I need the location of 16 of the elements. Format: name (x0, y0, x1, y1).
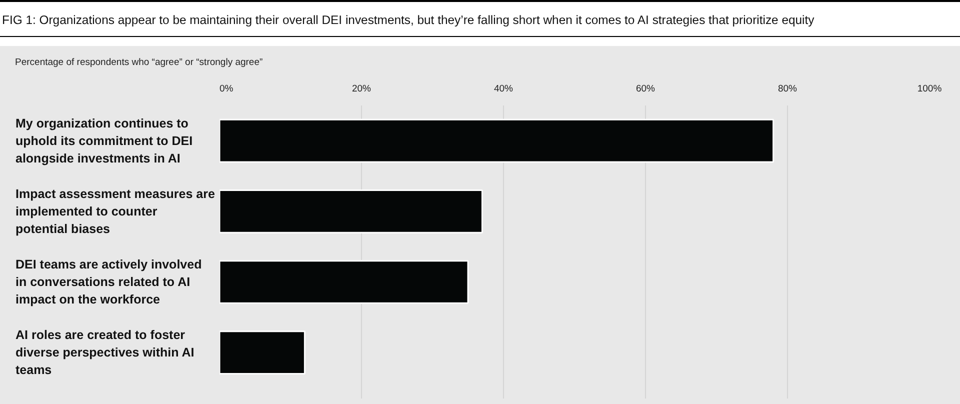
text: Percentage of respondents who “agree” or “strongly agree” (14, 56, 264, 70)
y-tick-label: DEI teams are actively involved in conversations related to AI impact on the workforce (16, 258, 202, 307)
bar (220, 330, 306, 375)
bar (220, 189, 483, 234)
x-tick-label: 60% (636, 84, 656, 94)
y-tick-label: Impact assessment measures are implemented to counter potential biases (16, 186, 215, 236)
y-tick-label: My organization continues to uphold its commitment to DEI alongside investments in AI (16, 116, 193, 166)
bar (220, 260, 469, 304)
chart-title: FIG 1: Organizations appear to be maintaining their overall DEI investments, but they’re falling short when it comes to AI strategies that prioritize equity (0, 3, 960, 37)
x-tick-label: 20% (352, 84, 372, 94)
x-tick-label: 0% (220, 84, 234, 94)
x-tick-label: 100% (917, 84, 942, 94)
x-tick-label: 80% (778, 84, 798, 94)
y-tick-label: AI roles are created to foster diverse perspectives within AI teams (16, 328, 194, 378)
bar (220, 118, 774, 163)
x-tick-label: 40% (494, 84, 514, 94)
